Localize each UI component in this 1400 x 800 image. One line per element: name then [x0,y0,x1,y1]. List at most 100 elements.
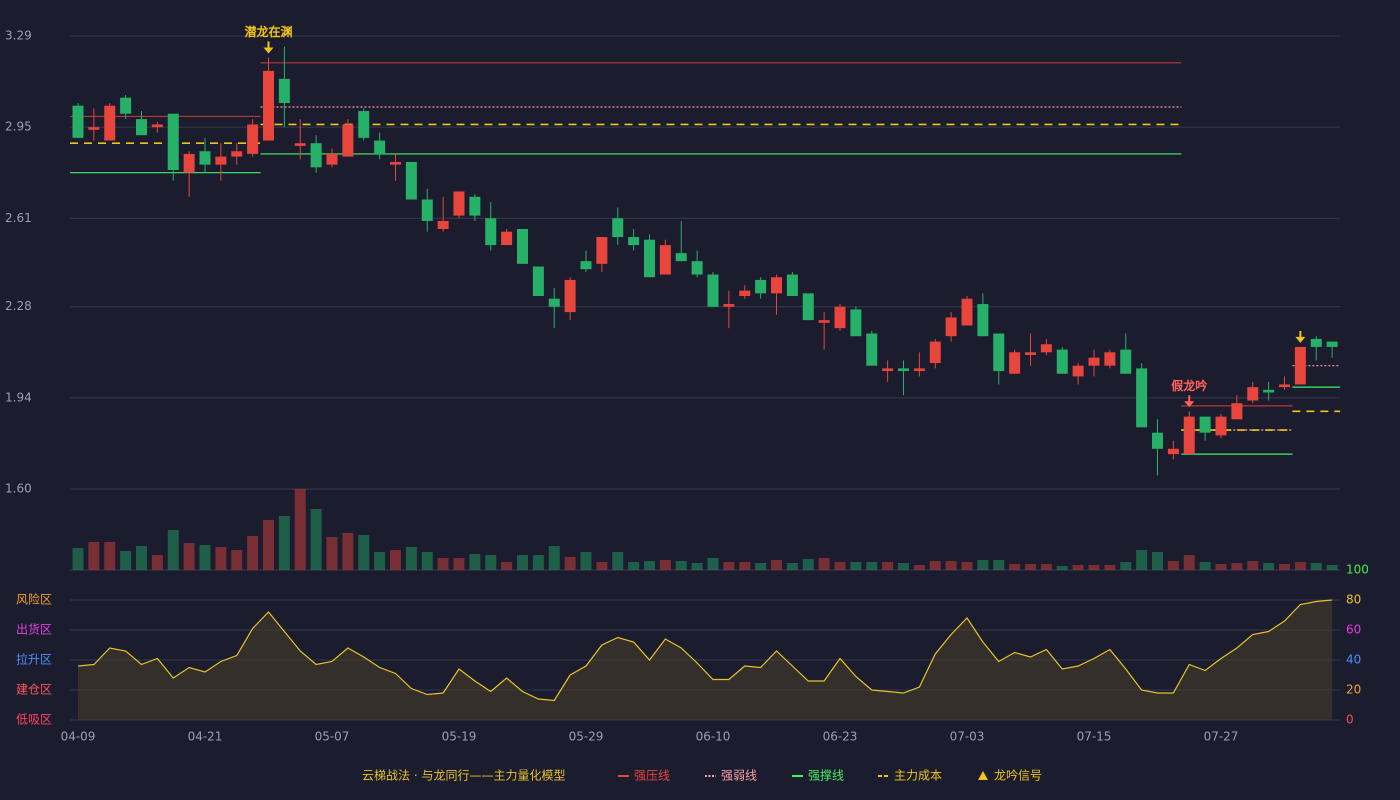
x-tick-label: 07-03 [950,730,985,744]
y2-tick-label: 100 [1346,563,1369,577]
volume-bar [374,552,386,570]
x-tick-label: 04-21 [188,730,223,744]
candle-body [929,341,941,364]
candle-body [1009,352,1021,374]
zone-label: 低吸区 [16,713,52,727]
volume-bar [1072,565,1084,570]
candle-body [866,333,878,366]
volume-bar [469,554,481,570]
candle-body [136,119,147,136]
y2-tick-label: 80 [1346,593,1361,607]
volume-bar [247,536,259,570]
volume-bar [485,555,497,570]
x-tick-label: 04-09 [61,730,96,744]
volume-bar [850,562,862,570]
volume-bar [1120,562,1132,570]
volume-bar [358,535,370,570]
volume-bar [1279,564,1290,570]
volume-bar [929,561,941,570]
volume-bar [596,562,608,570]
volume-bar [294,489,306,570]
candle-body [231,151,243,157]
volume-bar [1152,552,1163,570]
volume-bar [866,562,878,570]
candle-body [1167,448,1179,455]
volume-bar [802,559,814,570]
candle-body [199,151,211,165]
volume-bar [771,560,782,570]
x-tick-label: 06-10 [696,730,731,744]
legend-label: 强压线 [634,769,670,783]
volume-bar [421,552,433,570]
candle-body [120,97,132,114]
volume-bar [437,558,449,570]
volume-bar [310,509,322,570]
candle-body [786,274,798,297]
candle-body [421,199,433,221]
volume-bar [1199,562,1211,570]
signal-label: 潜龙在渊 [244,24,292,39]
volume-bar [882,562,894,570]
volume-bar [961,562,973,570]
volume-bar [993,560,1005,570]
candle-body [1104,352,1116,366]
candle-body [1199,416,1211,433]
volume-bar [580,552,592,570]
candle-body [564,279,576,313]
candle-body [945,317,957,337]
volume-bar [278,516,290,570]
candle-body [755,279,767,294]
volume-bar [532,555,544,570]
candle-body [659,245,671,275]
signal-label: 假龙吟 [1171,378,1207,393]
volume-bar [1263,563,1275,570]
volume-bar [723,562,735,570]
candle-body [151,124,163,128]
volume-bar [1326,565,1338,570]
volume-bar [215,547,227,570]
volume-bar [326,537,338,570]
volume-bar [628,562,640,570]
y2-tick-label: 20 [1346,683,1361,697]
candle-body [453,191,465,216]
candle-body [1247,387,1259,401]
candle-body [882,368,894,372]
y-tick-label: 3.29 [5,29,32,43]
volume-bar [263,520,274,570]
volume-bar [755,563,767,570]
candle-body [1072,365,1084,377]
candle-body [723,304,735,307]
volume-bar [945,561,957,570]
volume-bar [453,558,465,570]
volume-bar [88,542,100,570]
volume-bar [898,563,909,570]
volume-bar [1040,564,1052,570]
candle-body [72,105,84,138]
volume-bar [612,552,624,570]
candle-body [802,293,814,321]
candle-body [88,127,100,130]
candle-body [1183,416,1195,455]
legend-label: 强弱线 [721,769,757,783]
volume-bar [913,565,925,570]
zone-label: 风险区 [16,592,52,607]
volume-bar [1231,563,1243,570]
candle-body [1120,349,1132,374]
volume-bar [564,557,576,570]
candle-body [532,266,544,297]
y-tick-label: 2.28 [5,299,32,313]
candle-body [580,261,592,270]
candle-body [596,237,608,264]
volume-bar [818,558,830,570]
candle-body [1231,403,1243,420]
candle-body [310,143,322,168]
y-tick-label: 2.95 [5,120,32,134]
candle-body [961,298,973,326]
volume-bar [120,551,132,570]
zone-label: 建仓区 [16,683,52,697]
volume-bar [1136,550,1148,570]
legend-title: 云梯战法 · 与龙同行——主力量化模型 [362,769,565,783]
volume-bar [390,550,401,570]
